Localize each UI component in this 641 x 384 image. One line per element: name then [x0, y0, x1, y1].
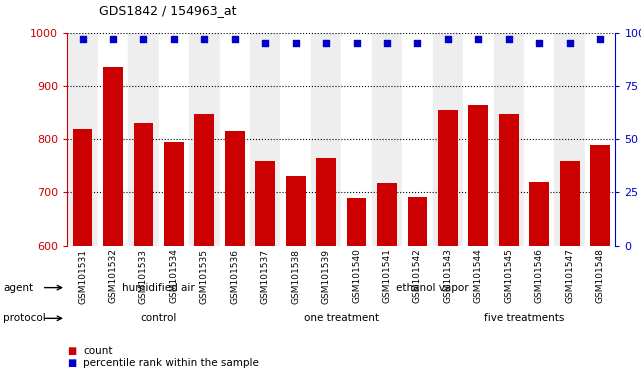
Bar: [590, 144, 610, 384]
Text: control: control: [140, 313, 177, 323]
Bar: [250, 33, 281, 246]
Bar: [67, 33, 97, 246]
Point: [443, 36, 453, 42]
Bar: [311, 33, 341, 246]
Point: [169, 36, 179, 42]
Bar: [164, 142, 184, 384]
Bar: [560, 161, 579, 384]
Bar: [585, 33, 615, 246]
Point: [199, 36, 210, 42]
Point: [229, 36, 240, 42]
Bar: [403, 33, 433, 246]
Text: ethanol vapor: ethanol vapor: [396, 283, 469, 293]
Point: [351, 40, 362, 46]
Bar: [377, 183, 397, 384]
Point: [290, 40, 301, 46]
Bar: [347, 198, 367, 384]
Bar: [72, 129, 92, 384]
Bar: [97, 33, 128, 246]
Point: [412, 40, 422, 46]
Point: [595, 36, 605, 42]
Bar: [372, 33, 403, 246]
Point: [321, 40, 331, 46]
Point: [534, 40, 544, 46]
Bar: [255, 161, 275, 384]
Bar: [316, 158, 336, 384]
Text: five treatments: five treatments: [484, 313, 564, 323]
Bar: [281, 33, 311, 246]
Text: ■: ■: [67, 346, 76, 356]
Bar: [438, 110, 458, 384]
Bar: [463, 33, 494, 246]
Point: [382, 40, 392, 46]
Bar: [225, 131, 245, 384]
Text: count: count: [83, 346, 113, 356]
Bar: [133, 123, 153, 384]
Text: GDS1842 / 154963_at: GDS1842 / 154963_at: [99, 4, 237, 17]
Text: one treatment: one treatment: [304, 313, 379, 323]
Text: humidified air: humidified air: [122, 283, 195, 293]
Text: protocol: protocol: [3, 313, 46, 323]
Bar: [408, 197, 428, 384]
Point: [504, 36, 514, 42]
Bar: [128, 33, 158, 246]
Point: [108, 36, 118, 42]
Text: ■: ■: [67, 358, 76, 368]
Bar: [469, 104, 488, 384]
Bar: [219, 33, 250, 246]
Bar: [494, 33, 524, 246]
Bar: [158, 33, 189, 246]
Bar: [194, 114, 214, 384]
Point: [78, 36, 88, 42]
Point: [565, 40, 575, 46]
Point: [473, 36, 483, 42]
Bar: [524, 33, 554, 246]
Bar: [499, 114, 519, 384]
Bar: [286, 177, 306, 384]
Text: agent: agent: [3, 283, 33, 293]
Point: [260, 40, 271, 46]
Bar: [103, 67, 123, 384]
Text: percentile rank within the sample: percentile rank within the sample: [83, 358, 259, 368]
Bar: [433, 33, 463, 246]
Bar: [529, 182, 549, 384]
Bar: [554, 33, 585, 246]
Bar: [189, 33, 219, 246]
Point: [138, 36, 149, 42]
Bar: [342, 33, 372, 246]
